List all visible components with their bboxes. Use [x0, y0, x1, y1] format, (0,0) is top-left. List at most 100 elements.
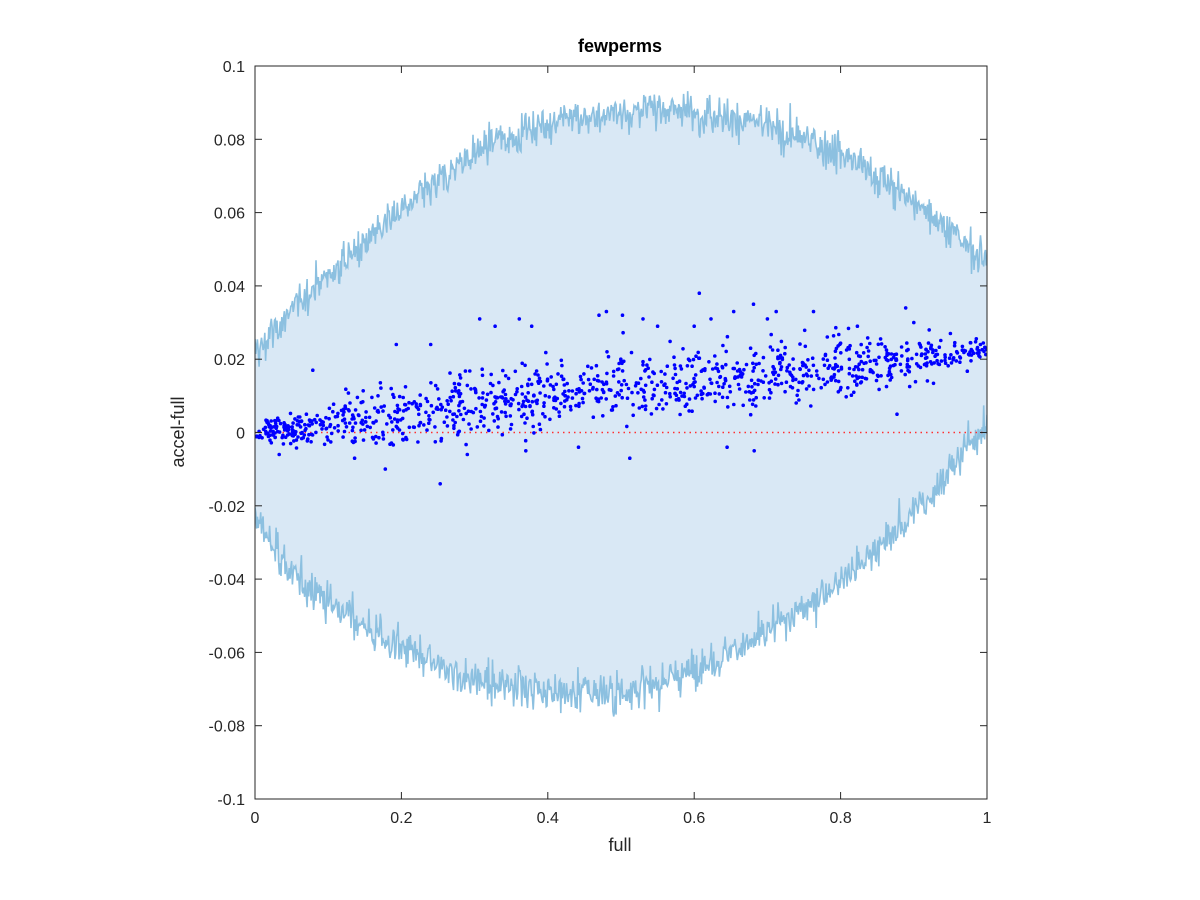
scatter-point — [353, 439, 357, 444]
scatter-point — [855, 324, 860, 329]
scatter-point — [453, 389, 458, 393]
scatter-point — [833, 378, 838, 383]
scatter-point — [905, 358, 910, 363]
scatter-point — [594, 363, 599, 368]
scatter-point — [367, 415, 372, 420]
scatter-point — [506, 376, 511, 381]
scatter-point — [554, 407, 559, 411]
scatter-point — [801, 363, 805, 368]
scatter-point — [326, 438, 330, 442]
scatter-point — [482, 416, 486, 420]
scatter-point — [749, 378, 754, 383]
scatter-point — [439, 402, 443, 407]
scatter-point — [350, 439, 355, 444]
scatter-point — [451, 412, 455, 417]
scatter-point — [545, 379, 550, 383]
scatter-point — [341, 413, 345, 417]
y-tick-label: 0.02 — [214, 352, 245, 369]
scatter-point — [508, 427, 513, 431]
scatter-point — [388, 442, 392, 447]
scatter-point — [724, 362, 728, 367]
scatter-point — [833, 356, 837, 360]
scatter-point — [643, 407, 648, 412]
scatter-point — [780, 356, 785, 360]
scatter-point — [846, 386, 850, 390]
scatter-point — [538, 391, 542, 395]
y-tick-label: -0.06 — [209, 645, 246, 662]
scatter-point — [549, 375, 553, 379]
scatter-point — [295, 419, 300, 423]
scatter-point — [350, 428, 355, 433]
scatter-point — [900, 354, 904, 358]
scatter-point — [736, 382, 741, 387]
scatter-point — [914, 352, 919, 357]
scatter-point — [446, 402, 451, 407]
scatter-point — [756, 382, 760, 387]
scatter-point — [748, 398, 752, 402]
scatter-point — [381, 409, 385, 413]
scatter-point — [290, 425, 295, 429]
scatter-point — [570, 389, 575, 393]
scatter-point — [523, 395, 528, 399]
scatter-point — [385, 422, 389, 426]
scatter-point — [923, 352, 928, 356]
scatter-point — [679, 367, 684, 371]
scatter-point — [516, 401, 521, 406]
scatter-point — [687, 358, 692, 363]
scatter-point — [433, 425, 437, 429]
scatter-point — [379, 386, 383, 390]
scatter-point — [469, 427, 473, 431]
scatter-point — [391, 428, 395, 432]
scatter-point — [296, 415, 301, 419]
scatter-point — [552, 396, 556, 401]
scatter-point — [321, 420, 326, 425]
scatter-point — [453, 420, 458, 425]
scatter-point — [691, 357, 696, 362]
scatter-point — [628, 456, 632, 461]
scatter-point — [288, 441, 293, 446]
scatter-point — [693, 396, 698, 400]
scatter-point — [269, 426, 273, 430]
scatter-point — [923, 356, 928, 361]
scatter-point — [791, 378, 795, 383]
scatter-point — [697, 291, 702, 296]
scatter-point — [693, 380, 697, 384]
scatter-point — [271, 432, 275, 437]
scatter-point — [482, 424, 486, 428]
x-tick-label: 0.8 — [829, 810, 851, 827]
scatter-point — [763, 374, 768, 378]
x-tick-label: 0.4 — [537, 810, 559, 827]
plot-area — [255, 91, 987, 717]
scatter-point — [797, 398, 801, 402]
scatter-point — [536, 381, 541, 386]
scatter-point — [513, 369, 518, 374]
scatter-point — [395, 426, 400, 430]
scatter-point — [752, 388, 757, 393]
scatter-point — [465, 452, 470, 457]
scatter-point — [452, 381, 457, 386]
scatter-point — [480, 373, 485, 378]
scatter-point — [429, 381, 433, 385]
scatter-point — [329, 440, 333, 444]
scatter-point — [304, 426, 308, 431]
scatter-point — [404, 408, 408, 412]
scatter-point — [731, 366, 735, 371]
scatter-point — [726, 405, 730, 409]
scatter-point — [847, 371, 852, 376]
scatter-point — [744, 390, 748, 394]
scatter-point — [381, 437, 386, 441]
scatter-point — [439, 436, 444, 441]
scatter-point — [515, 387, 519, 391]
scatter-point — [677, 379, 682, 384]
scatter-point — [568, 404, 573, 409]
scatter-point — [600, 380, 604, 384]
scatter-point — [509, 422, 514, 427]
scatter-point — [681, 347, 685, 351]
scatter-point — [752, 381, 757, 386]
scatter-point — [464, 442, 468, 447]
scatter-point — [777, 356, 782, 360]
scatter-point — [769, 390, 773, 395]
scatter-point — [364, 415, 368, 420]
scatter-point — [477, 396, 481, 400]
